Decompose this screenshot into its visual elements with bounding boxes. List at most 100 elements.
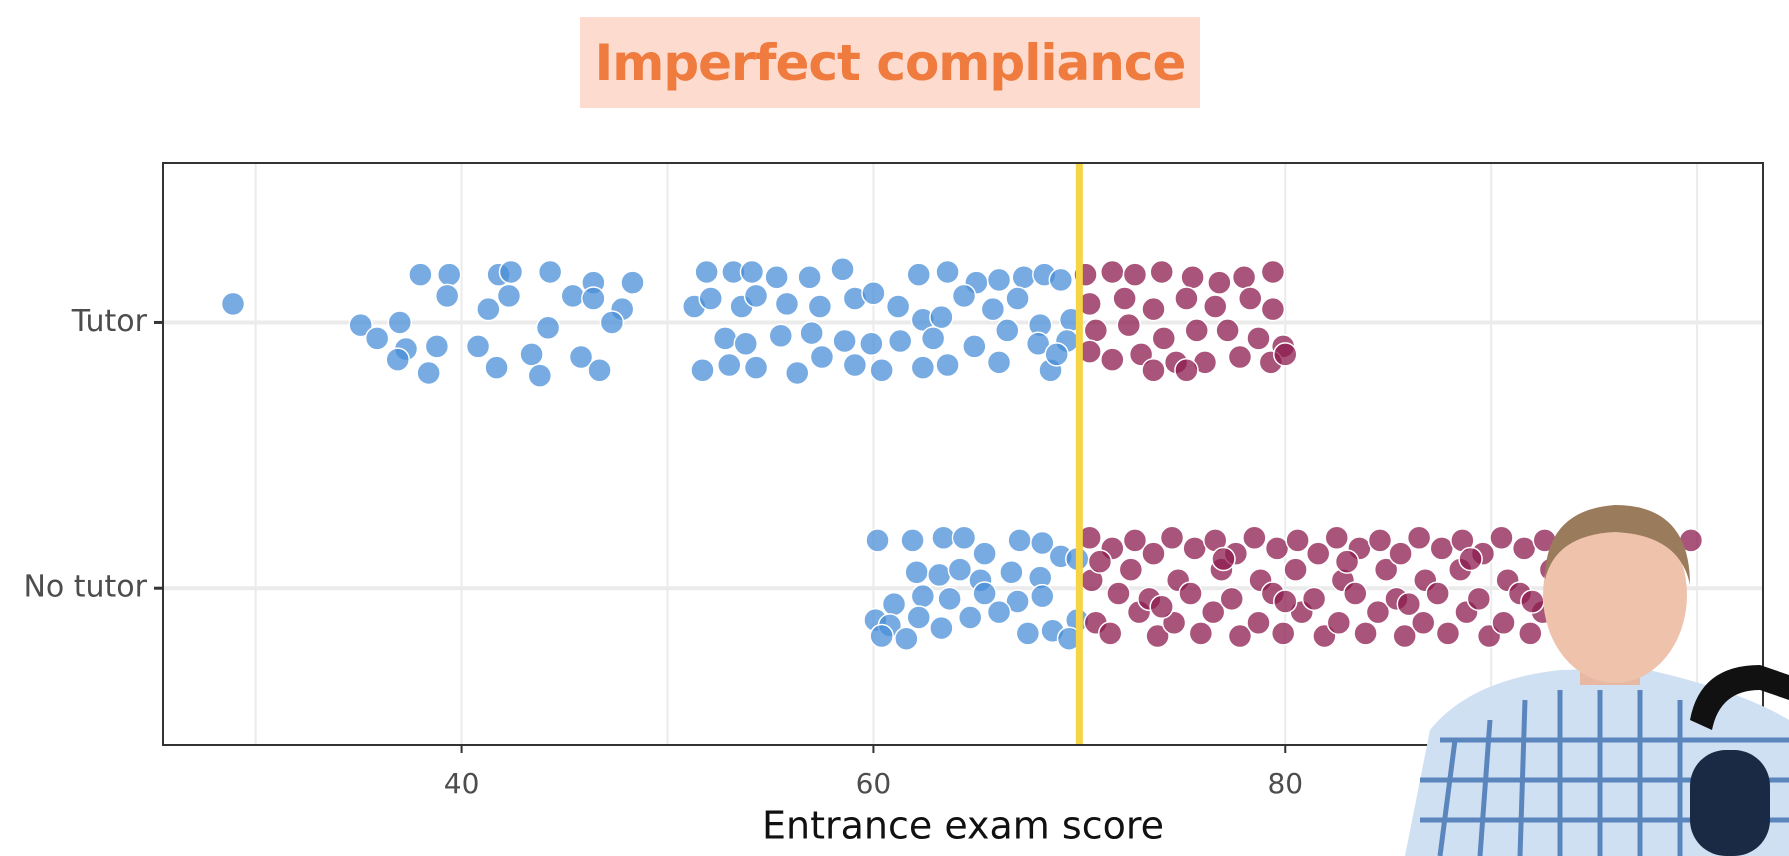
point: [1048, 267, 1074, 293]
point: [1520, 589, 1545, 614]
point: [690, 358, 715, 383]
point: [1283, 557, 1308, 582]
point: [1511, 536, 1537, 561]
x-tick-label: 60: [856, 767, 892, 800]
mic-arm: [1690, 665, 1789, 730]
point: [1260, 259, 1286, 285]
point: [484, 355, 509, 380]
point: [1373, 557, 1399, 582]
point: [1200, 599, 1226, 625]
point: [1489, 525, 1514, 550]
point: [927, 562, 952, 588]
head: [1543, 507, 1687, 683]
point: [385, 347, 410, 372]
point: [768, 323, 794, 348]
point: [1246, 610, 1271, 636]
point: [416, 360, 441, 386]
point: [842, 352, 868, 378]
point: [527, 363, 553, 388]
point: [951, 525, 977, 550]
point: [980, 296, 1006, 322]
point: [1112, 286, 1137, 311]
point: [560, 283, 586, 309]
point: [1273, 342, 1298, 367]
point: [885, 294, 911, 319]
point: [1141, 541, 1166, 566]
point: [1246, 326, 1271, 351]
point: [743, 283, 769, 309]
point: [743, 355, 769, 380]
point: [1141, 358, 1166, 383]
point: [519, 342, 544, 367]
grid: [163, 163, 1763, 745]
point: [1273, 589, 1298, 614]
title-box: Imperfect compliance: [580, 17, 1200, 108]
point: [1219, 586, 1244, 612]
point: [581, 286, 606, 311]
point: [1030, 530, 1055, 556]
point: [1491, 610, 1516, 636]
point: [859, 331, 884, 356]
point: [1285, 528, 1310, 553]
point: [712, 326, 738, 351]
point: [1242, 525, 1267, 550]
point: [1141, 296, 1166, 322]
plot-frame: [162, 162, 1764, 746]
point: [733, 331, 759, 356]
point: [906, 605, 931, 630]
point: [830, 257, 855, 282]
point: [1227, 344, 1253, 370]
point: [910, 583, 936, 609]
point: [869, 623, 894, 649]
point: [799, 320, 824, 346]
point: [972, 581, 997, 606]
point: [1458, 546, 1483, 572]
point: [869, 358, 894, 383]
point: [935, 259, 960, 285]
point: [1429, 536, 1455, 561]
point: [535, 315, 561, 341]
point: [937, 586, 962, 612]
point: [717, 352, 742, 378]
point: [1025, 331, 1051, 356]
point: [537, 259, 563, 285]
point: [951, 283, 977, 309]
point: [496, 283, 522, 309]
point: [568, 344, 594, 370]
point: [1174, 286, 1199, 311]
point: [1097, 621, 1123, 646]
point: [1305, 541, 1331, 566]
point: [1203, 294, 1228, 319]
point: [1118, 557, 1144, 582]
point: [784, 360, 810, 386]
point: [861, 280, 886, 306]
point: [986, 599, 1012, 625]
point: [1410, 610, 1436, 636]
microphone: [1690, 750, 1770, 856]
point: [436, 262, 462, 287]
point: [1326, 610, 1352, 636]
point: [1367, 528, 1393, 553]
point: [1106, 581, 1131, 606]
point: [995, 318, 1020, 343]
point: [465, 334, 491, 359]
point: [1030, 583, 1055, 609]
point: [1007, 528, 1032, 553]
point: [962, 334, 987, 359]
point: [1151, 326, 1177, 351]
point: [476, 296, 501, 322]
point: [1122, 262, 1148, 287]
point: [1122, 528, 1148, 553]
point: [1353, 621, 1378, 646]
x-tick-label: 80: [1267, 767, 1303, 800]
point: [809, 344, 835, 370]
point: [972, 541, 997, 566]
point: [408, 262, 433, 287]
point: [1011, 265, 1036, 290]
point: [1005, 286, 1030, 311]
point: [1238, 286, 1263, 311]
point: [764, 265, 789, 290]
y-tick-label: Tutor: [71, 304, 148, 339]
point: [986, 350, 1012, 375]
